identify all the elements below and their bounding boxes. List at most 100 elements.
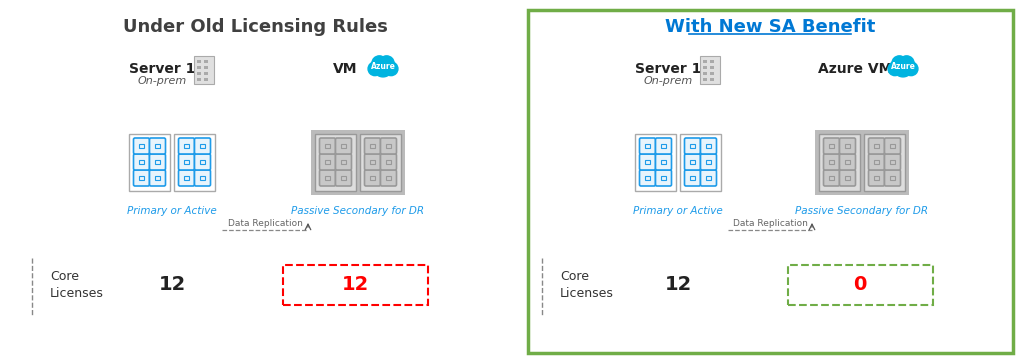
Circle shape xyxy=(373,57,393,77)
Bar xyxy=(703,72,707,75)
Bar xyxy=(703,60,707,63)
FancyBboxPatch shape xyxy=(840,170,855,186)
Bar xyxy=(184,160,188,164)
FancyBboxPatch shape xyxy=(885,138,900,154)
Bar xyxy=(201,176,205,180)
Bar xyxy=(874,144,879,148)
Bar xyxy=(645,144,650,148)
FancyBboxPatch shape xyxy=(319,138,336,154)
Bar xyxy=(635,134,676,191)
FancyBboxPatch shape xyxy=(823,138,840,154)
FancyBboxPatch shape xyxy=(700,170,717,186)
Bar xyxy=(371,144,375,148)
FancyBboxPatch shape xyxy=(336,138,351,154)
Bar xyxy=(139,160,143,164)
FancyBboxPatch shape xyxy=(840,138,855,154)
Bar xyxy=(710,72,714,75)
Text: Server 1: Server 1 xyxy=(129,62,196,76)
Text: Core
Licenses: Core Licenses xyxy=(560,270,613,300)
Circle shape xyxy=(892,56,907,71)
FancyBboxPatch shape xyxy=(868,170,885,186)
Bar xyxy=(645,160,650,164)
Circle shape xyxy=(372,56,387,71)
Bar xyxy=(197,66,201,69)
FancyBboxPatch shape xyxy=(823,154,840,170)
Text: Azure: Azure xyxy=(891,62,915,70)
FancyBboxPatch shape xyxy=(178,170,195,186)
Bar xyxy=(690,144,694,148)
FancyBboxPatch shape xyxy=(178,138,195,154)
Bar xyxy=(707,176,711,180)
Bar xyxy=(528,10,1013,353)
Bar xyxy=(700,56,720,84)
FancyBboxPatch shape xyxy=(684,154,700,170)
FancyBboxPatch shape xyxy=(319,154,336,170)
Text: 12: 12 xyxy=(159,276,185,294)
Text: With New SA Benefit: With New SA Benefit xyxy=(665,18,876,36)
Bar xyxy=(845,176,850,180)
Text: Under Old Licensing Rules: Under Old Licensing Rules xyxy=(123,18,387,36)
Bar xyxy=(386,160,391,164)
FancyBboxPatch shape xyxy=(365,170,381,186)
Bar xyxy=(174,134,215,191)
Bar xyxy=(197,72,201,75)
Bar xyxy=(204,78,208,81)
Bar xyxy=(341,160,346,164)
Text: Azure VM: Azure VM xyxy=(818,62,892,76)
FancyBboxPatch shape xyxy=(133,170,150,186)
FancyBboxPatch shape xyxy=(150,170,166,186)
Text: Primary or Active: Primary or Active xyxy=(127,206,217,216)
Bar xyxy=(845,160,850,164)
Bar xyxy=(156,160,160,164)
FancyBboxPatch shape xyxy=(336,170,351,186)
FancyBboxPatch shape xyxy=(700,154,717,170)
FancyBboxPatch shape xyxy=(150,138,166,154)
Bar xyxy=(829,160,834,164)
FancyBboxPatch shape xyxy=(640,170,655,186)
Bar xyxy=(690,160,694,164)
Bar xyxy=(707,144,711,148)
Bar xyxy=(662,176,666,180)
Bar xyxy=(315,134,356,191)
Circle shape xyxy=(904,62,918,76)
Bar xyxy=(204,60,208,63)
Circle shape xyxy=(888,62,902,76)
FancyBboxPatch shape xyxy=(655,154,672,170)
Bar xyxy=(864,134,905,191)
FancyBboxPatch shape xyxy=(684,138,700,154)
Bar xyxy=(787,265,933,305)
FancyBboxPatch shape xyxy=(684,170,700,186)
FancyBboxPatch shape xyxy=(319,170,336,186)
FancyBboxPatch shape xyxy=(700,138,717,154)
Text: 0: 0 xyxy=(853,276,866,294)
Bar xyxy=(386,176,391,180)
Bar xyxy=(204,66,208,69)
Bar xyxy=(341,144,346,148)
Text: Server 1: Server 1 xyxy=(635,62,701,76)
Bar xyxy=(360,134,401,191)
Bar xyxy=(890,176,895,180)
Bar xyxy=(283,265,427,305)
Bar xyxy=(311,130,406,195)
Text: 12: 12 xyxy=(665,276,691,294)
Bar xyxy=(184,176,188,180)
Bar xyxy=(680,134,721,191)
FancyBboxPatch shape xyxy=(133,154,150,170)
Bar xyxy=(662,144,666,148)
Bar xyxy=(819,134,860,191)
Bar xyxy=(139,176,143,180)
Circle shape xyxy=(384,62,398,76)
Bar xyxy=(386,144,391,148)
FancyBboxPatch shape xyxy=(195,154,211,170)
Text: Passive Secondary for DR: Passive Secondary for DR xyxy=(292,206,425,216)
Bar xyxy=(341,176,346,180)
FancyBboxPatch shape xyxy=(823,170,840,186)
Bar xyxy=(662,160,666,164)
Bar xyxy=(690,176,694,180)
Bar xyxy=(197,78,201,81)
Circle shape xyxy=(379,56,394,71)
Bar xyxy=(710,66,714,69)
Bar xyxy=(703,66,707,69)
Bar xyxy=(703,78,707,81)
Bar xyxy=(139,144,143,148)
